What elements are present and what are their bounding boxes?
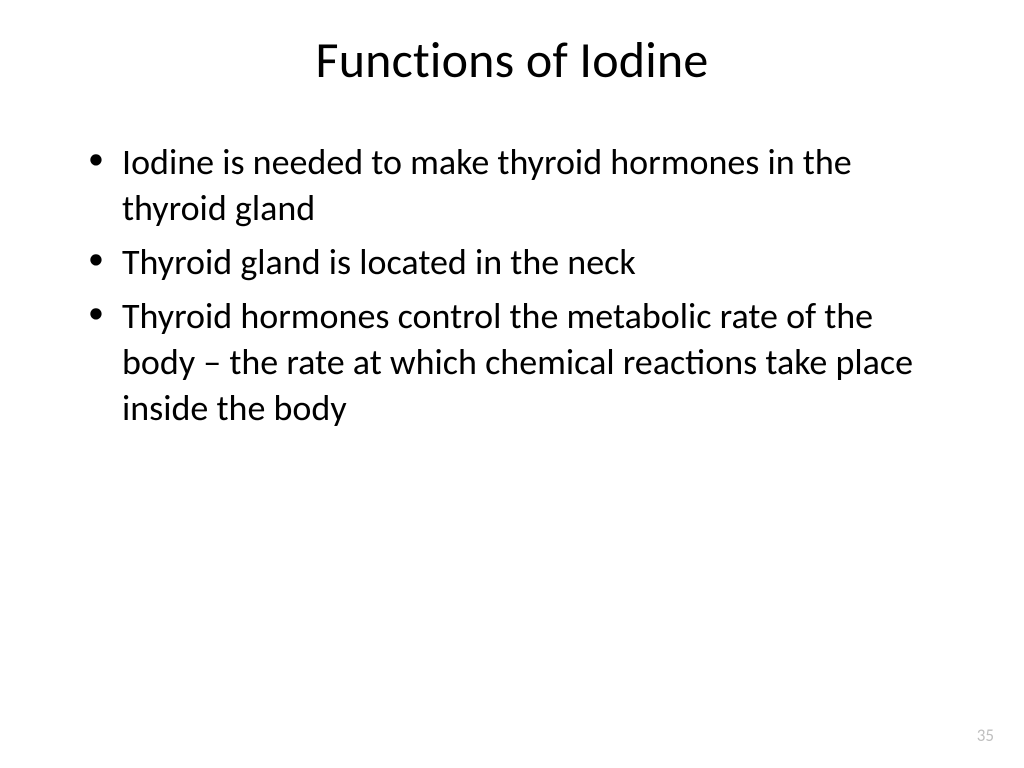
- bullet-item: Thyroid hormones control the metabolic r…: [80, 293, 954, 431]
- slide: Functions of Iodine Iodine is needed to …: [0, 0, 1024, 768]
- page-number: 35: [977, 725, 994, 746]
- bullet-list: Iodine is needed to make thyroid hormone…: [80, 139, 954, 431]
- bullet-item: Iodine is needed to make thyroid hormone…: [80, 139, 954, 231]
- slide-title: Functions of Iodine: [70, 30, 954, 91]
- bullet-item: Thyroid gland is located in the neck: [80, 239, 954, 285]
